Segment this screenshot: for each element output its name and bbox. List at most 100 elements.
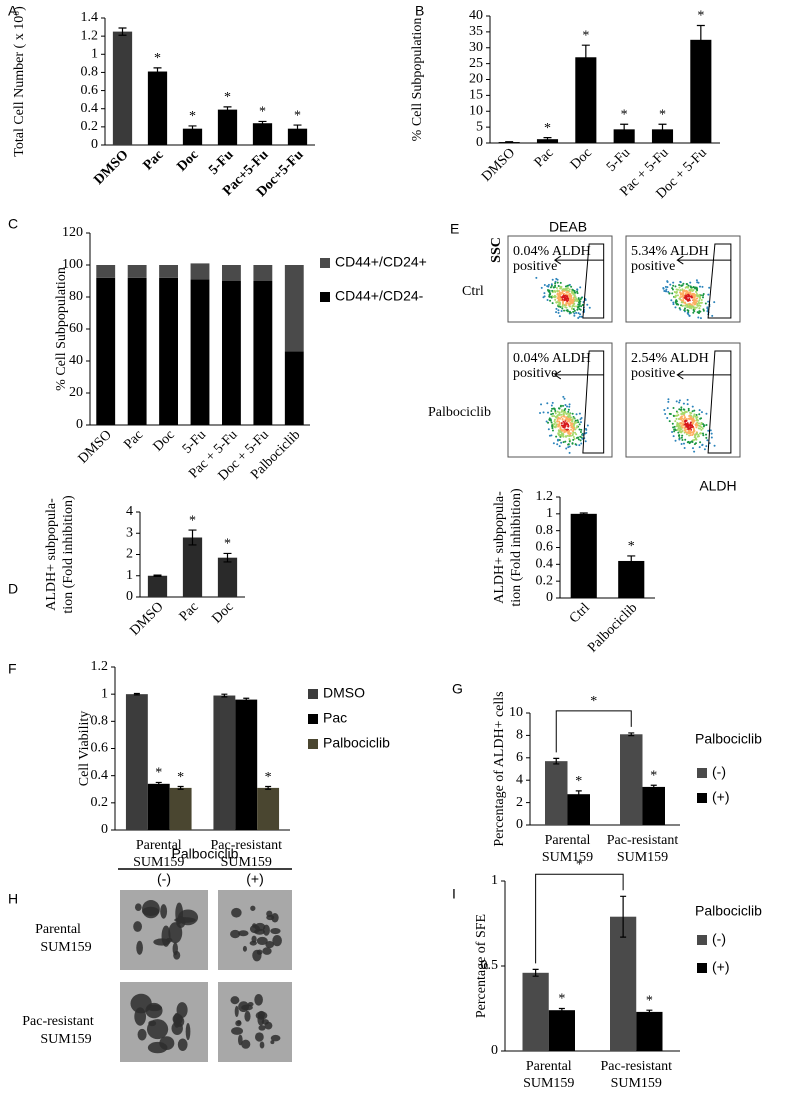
event-dot xyxy=(554,426,557,429)
y-tick-label: 15 xyxy=(469,88,483,103)
event-dot xyxy=(689,429,692,432)
event-dot xyxy=(572,299,575,302)
y-tick-label: 0.2 xyxy=(536,573,554,588)
event-dot xyxy=(705,433,708,436)
event-dot xyxy=(677,418,680,421)
panel-label: G xyxy=(452,681,463,697)
gate-label: positive xyxy=(513,259,557,274)
event-dot xyxy=(706,307,709,310)
y-tick-label: 0 xyxy=(76,417,83,432)
event-dot xyxy=(662,287,665,290)
event-dot xyxy=(678,399,681,402)
y-tick-label: 1 xyxy=(91,47,98,62)
x-tick-label: SUM159 xyxy=(523,1076,574,1091)
event-dot xyxy=(559,293,562,296)
event-dot xyxy=(564,404,567,407)
error-bar xyxy=(658,123,667,136)
event-dot xyxy=(700,411,703,414)
error-bar xyxy=(155,781,162,786)
event-dot xyxy=(554,409,557,412)
error-bar xyxy=(620,123,629,136)
event-dot xyxy=(675,302,678,305)
error-bar xyxy=(133,692,140,696)
event-dot xyxy=(564,287,567,290)
sphere xyxy=(231,907,242,918)
event-dot xyxy=(549,292,552,295)
sphere xyxy=(159,1036,175,1051)
panel-label: H xyxy=(8,891,18,907)
event-dot xyxy=(694,415,697,418)
event-dot xyxy=(572,431,575,434)
event-dot xyxy=(698,307,701,310)
event-dot xyxy=(563,309,566,312)
y-tick-label: 0.8 xyxy=(536,523,554,538)
event-dot xyxy=(698,285,701,288)
gate-label: 0.04% ALDH xyxy=(513,351,591,366)
event-dot xyxy=(579,421,582,424)
event-dot xyxy=(704,302,707,305)
significance: * xyxy=(650,768,657,783)
event-dot xyxy=(699,297,702,300)
y-tick-label: 0.6 xyxy=(81,83,99,98)
flow-plot xyxy=(625,342,741,458)
event-dot xyxy=(584,427,587,430)
event-dot xyxy=(693,429,696,432)
event-dot xyxy=(673,291,676,294)
sphere xyxy=(238,1001,250,1013)
event-dot xyxy=(545,420,548,423)
event-dot xyxy=(562,420,565,423)
x-tick-label: Pac-resistant xyxy=(600,1059,672,1074)
sphere xyxy=(137,1028,147,1041)
event-dot xyxy=(690,415,693,418)
event-dot xyxy=(552,442,555,445)
event-dot xyxy=(584,440,587,443)
y-tick-label: 1.2 xyxy=(81,28,99,43)
event-dot xyxy=(563,397,566,400)
y-tick-label: 1 xyxy=(491,873,498,888)
sphere xyxy=(242,945,247,952)
event-dot xyxy=(569,424,572,427)
bar-segment xyxy=(284,351,304,425)
panel-label: A xyxy=(8,3,18,19)
event-dot xyxy=(570,426,573,429)
event-dot xyxy=(569,297,572,300)
event-dot xyxy=(692,285,695,288)
event-dot xyxy=(667,398,670,401)
panel-label: B xyxy=(415,3,424,19)
sphere xyxy=(256,936,268,946)
event-dot xyxy=(679,422,682,425)
event-dot xyxy=(693,419,696,422)
event-dot xyxy=(689,414,692,417)
event-dot xyxy=(683,427,686,430)
y-tick-label: 10 xyxy=(469,103,483,118)
bar-segment xyxy=(127,265,147,278)
y-tick-label: 0 xyxy=(101,822,108,837)
sphere xyxy=(249,924,261,934)
event-dot xyxy=(573,290,576,293)
event-dot xyxy=(573,302,576,305)
event-dot xyxy=(700,298,703,301)
event-dot xyxy=(684,290,687,293)
sphere xyxy=(234,1005,239,1018)
y-tick-label: 0.4 xyxy=(91,768,109,783)
event-dot xyxy=(550,413,553,416)
event-dot xyxy=(562,435,565,438)
event-dot xyxy=(559,433,562,436)
event-dot xyxy=(678,307,681,310)
bar xyxy=(169,787,192,830)
event-dot xyxy=(671,288,674,291)
event-dot xyxy=(568,418,571,421)
event-dot xyxy=(578,412,581,415)
event-dot xyxy=(556,290,559,293)
error-bar xyxy=(696,24,705,55)
event-dot xyxy=(700,301,703,304)
event-dot xyxy=(566,412,569,415)
event-dot xyxy=(581,303,584,306)
gate-label: positive xyxy=(631,259,675,274)
event-dot xyxy=(548,434,551,437)
event-dot xyxy=(663,408,666,411)
sphere xyxy=(254,1032,264,1042)
event-dot xyxy=(552,286,555,289)
event-dot xyxy=(572,308,575,311)
